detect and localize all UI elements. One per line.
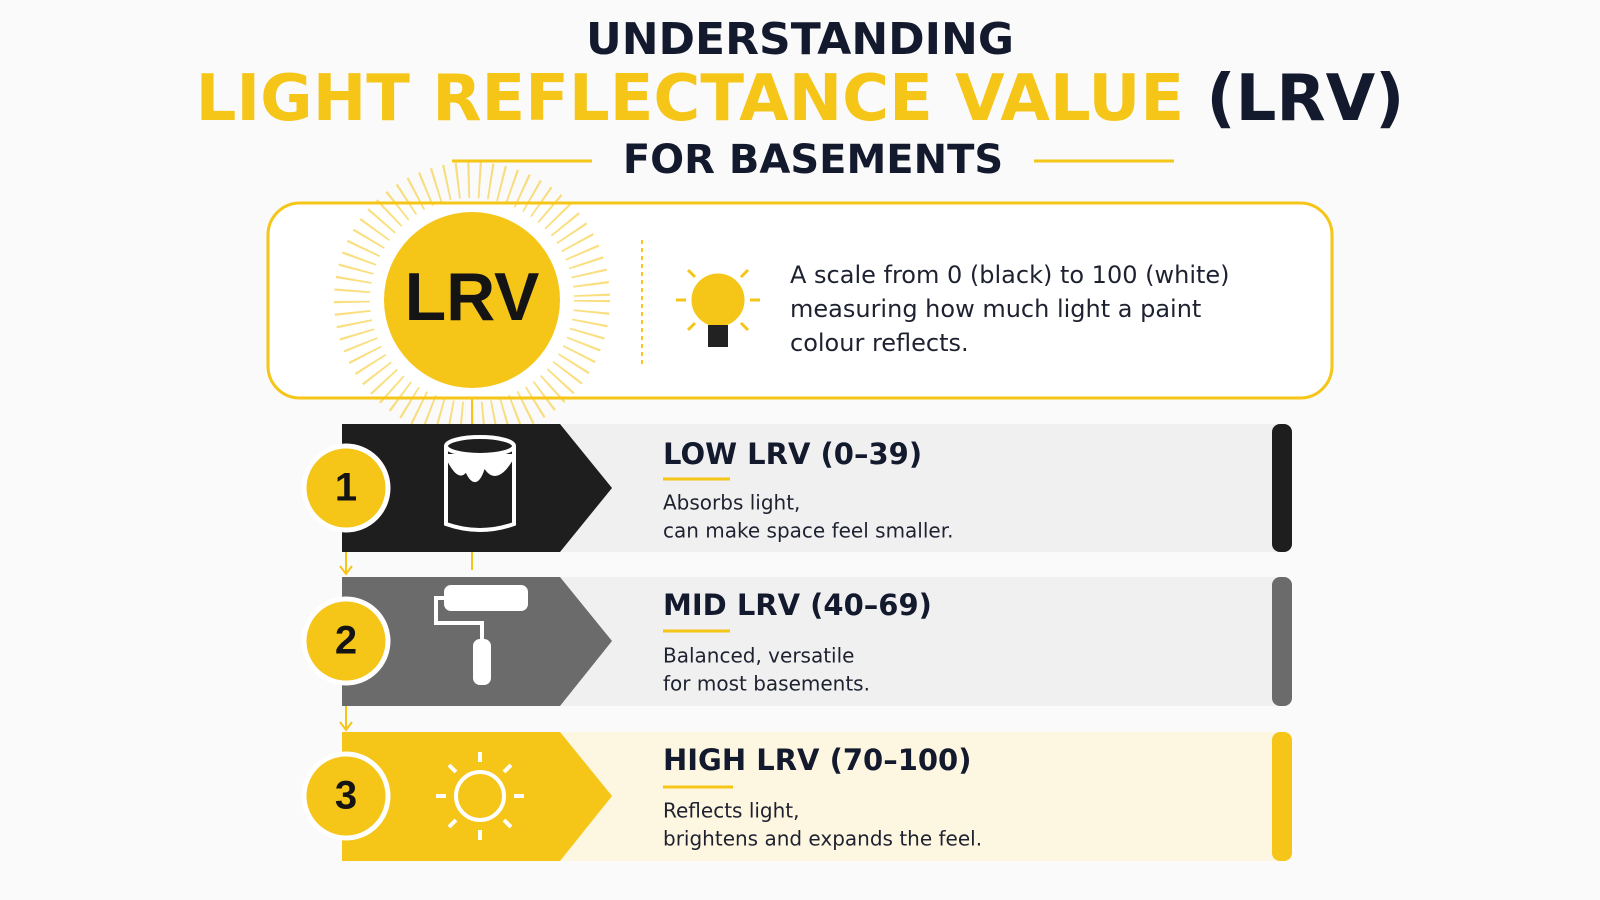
step-arrow (339, 552, 353, 576)
level-text: Absorbs light, (663, 491, 800, 515)
bulb-icon (676, 268, 760, 347)
level-title: LOW LRV (0–39) (663, 437, 922, 471)
number-circle (301, 596, 391, 686)
title-highlight: LIGHT REFLECTANCE VALUE (196, 62, 1184, 136)
description: measuring how much light a paint (790, 295, 1201, 323)
level-row: 1 LOW LRV (0–39) Absorbs light, can make… (301, 424, 1292, 552)
level-text: brightens and expands the feel. (663, 827, 982, 851)
level-text: Reflects light, (663, 799, 800, 823)
number-circle (301, 751, 391, 841)
level-title: HIGH LRV (70–100) (663, 743, 971, 777)
row-accent (1272, 424, 1292, 552)
description: A scale from 0 (black) to 100 (white) (790, 261, 1230, 289)
row-panel (400, 424, 1292, 552)
level-text: can make space feel smaller. (663, 519, 953, 543)
level-title: MID LRV (40–69) (663, 588, 932, 622)
title-acronym: (LRV) (1206, 62, 1404, 136)
title-line-3: FOR BASEMENTS (623, 137, 1003, 183)
lrv-sun (384, 212, 560, 388)
sun-rays (334, 162, 610, 438)
step-arrow (339, 706, 353, 732)
level-text: Balanced, versatile (663, 644, 854, 668)
roller-icon (434, 585, 528, 685)
title-line-2: LIGHT REFLECTANCE VALUE (LRV) (196, 62, 1405, 136)
row-accent (1272, 732, 1292, 861)
level-number: 3 (335, 774, 357, 818)
row-panel (400, 577, 1292, 706)
description: colour reflects. (790, 329, 969, 357)
sun-icon (436, 752, 524, 840)
row-accent (1272, 577, 1292, 706)
number-circle (301, 443, 391, 533)
row-panel (400, 732, 1292, 861)
level-row: 3 HIGH LRV (70–100) Reflects light, brig… (301, 732, 1292, 861)
row-arrow (342, 732, 612, 861)
level-text: for most basements. (663, 672, 870, 696)
level-number: 2 (335, 619, 357, 663)
lrv-badge: LRV (405, 259, 540, 335)
level-row: 2 MID LRV (40–69) Balanced, versatile fo… (301, 577, 1292, 706)
row-arrow (342, 424, 612, 552)
title-line-1: UNDERSTANDING (586, 14, 1014, 65)
level-number: 1 (335, 466, 357, 510)
paint-can-icon (444, 435, 516, 532)
